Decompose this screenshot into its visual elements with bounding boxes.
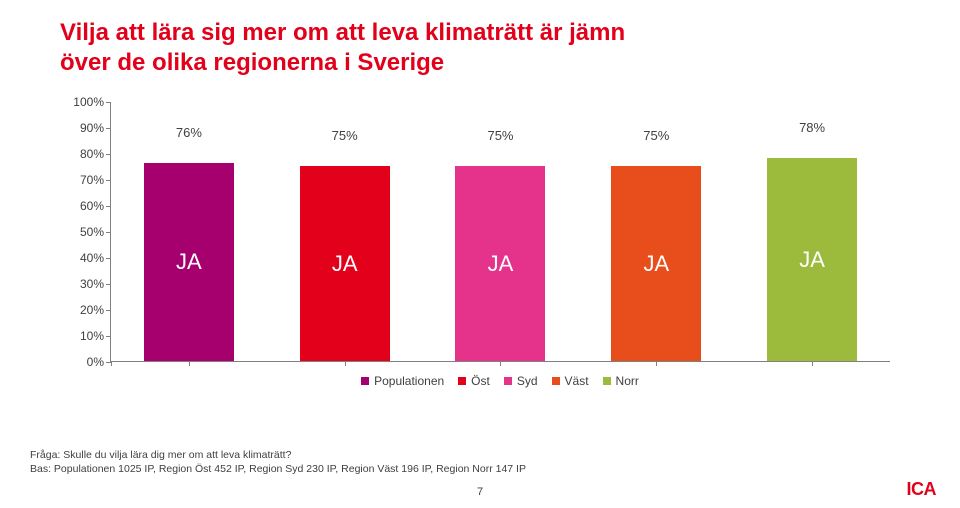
bar-value-label: 75% xyxy=(487,128,513,147)
y-tick-mark xyxy=(106,206,111,207)
legend-item: Väst xyxy=(552,374,589,388)
y-tick-label: 70% xyxy=(80,173,104,187)
bar-inlabel: JA xyxy=(488,251,514,277)
y-tick-mark xyxy=(106,102,111,103)
y-tick-mark xyxy=(106,180,111,181)
logo: ICA xyxy=(907,479,937,500)
bar-value-label: 76% xyxy=(176,125,202,144)
y-tick-label: 20% xyxy=(80,303,104,317)
x-tick-mark xyxy=(812,361,813,366)
bar-inlabel: JA xyxy=(799,247,825,273)
legend-item: Syd xyxy=(504,374,538,388)
x-tick-mark xyxy=(656,361,657,366)
bar: JA xyxy=(455,166,545,361)
bar-slot: 75% JA xyxy=(611,102,701,361)
y-tick-mark xyxy=(106,336,111,337)
legend-item: Öst xyxy=(458,374,490,388)
y-tick-mark xyxy=(106,128,111,129)
bar: JA xyxy=(767,158,857,361)
y-tick-label: 30% xyxy=(80,277,104,291)
y-axis: 0%10%20%30%40%50%60%70%80%90%100% xyxy=(60,102,104,362)
bar-inlabel: JA xyxy=(176,249,202,275)
bar-chart: 0%10%20%30%40%50%60%70%80%90%100% 76%JA7… xyxy=(60,102,900,402)
y-tick-label: 90% xyxy=(80,121,104,135)
y-tick-label: 10% xyxy=(80,329,104,343)
footnote: Fråga: Skulle du vilja lära dig mer om a… xyxy=(30,448,526,476)
y-tick-mark xyxy=(106,284,111,285)
y-tick-label: 60% xyxy=(80,199,104,213)
slide: Vilja att lära sig mer om att leva klima… xyxy=(0,0,960,508)
bar: JA xyxy=(300,166,390,361)
y-tick-label: 100% xyxy=(73,95,104,109)
plot-area: 76% JA 75% JA 75% JA 75% JA 78% JA xyxy=(110,102,890,362)
page-number: 7 xyxy=(0,486,960,498)
bar: JA xyxy=(611,166,701,361)
y-tick-label: 80% xyxy=(80,147,104,161)
legend-swatch xyxy=(361,377,369,385)
legend-swatch xyxy=(603,377,611,385)
y-tick-mark xyxy=(106,258,111,259)
bar-inlabel: JA xyxy=(332,251,358,277)
bar-value-label: 75% xyxy=(643,128,669,147)
legend: Populationen Öst Syd Väst Norr xyxy=(110,374,890,388)
bar-slot: 76% JA xyxy=(144,102,234,361)
bar-value-label: 78% xyxy=(799,120,825,139)
bar: JA xyxy=(144,163,234,361)
x-tick-mark xyxy=(500,361,501,366)
y-tick-label: 40% xyxy=(80,251,104,265)
bar-inlabel: JA xyxy=(643,251,669,277)
title-line-2: över de olika regionerna i Sverige xyxy=(60,49,444,76)
x-tick-mark xyxy=(111,361,112,366)
legend-swatch xyxy=(458,377,466,385)
y-tick-mark xyxy=(106,232,111,233)
bar-slot: 75% JA xyxy=(455,102,545,361)
legend-label: Väst xyxy=(565,374,589,388)
y-tick-mark xyxy=(106,310,111,311)
bars-container: 76% JA 75% JA 75% JA 75% JA 78% JA xyxy=(111,102,890,361)
page-title: Vilja att lära sig mer om att leva klima… xyxy=(60,18,900,78)
legend-item: Populationen xyxy=(361,374,444,388)
bar-slot: 75% JA xyxy=(300,102,390,361)
legend-item: Norr xyxy=(603,374,639,388)
y-tick-label: 50% xyxy=(80,225,104,239)
legend-swatch xyxy=(552,377,560,385)
bar-slot: 78% JA xyxy=(767,102,857,361)
bar-value-label: 75% xyxy=(332,128,358,147)
legend-label: Populationen xyxy=(374,374,444,388)
y-tick-label: 0% xyxy=(87,355,104,369)
y-tick-mark xyxy=(106,154,111,155)
legend-swatch xyxy=(504,377,512,385)
x-tick-mark xyxy=(189,361,190,366)
footnote-question: Fråga: Skulle du vilja lära dig mer om a… xyxy=(30,448,526,462)
footnote-base: Bas: Populationen 1025 IP, Region Öst 45… xyxy=(30,462,526,476)
legend-label: Syd xyxy=(517,374,538,388)
x-tick-mark xyxy=(345,361,346,366)
legend-label: Öst xyxy=(471,374,490,388)
legend-label: Norr xyxy=(616,374,639,388)
title-line-1: Vilja att lära sig mer om att leva klima… xyxy=(60,19,625,46)
